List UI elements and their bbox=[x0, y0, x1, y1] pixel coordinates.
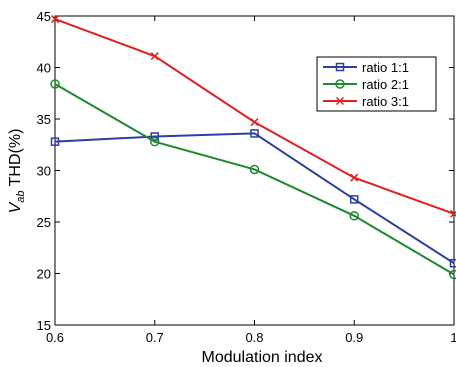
legend: ratio 1:1 ratio 2:1 ratio 3:1 bbox=[316, 56, 437, 112]
data-point bbox=[250, 118, 259, 127]
x-tick-label: 0.7 bbox=[146, 330, 164, 345]
y-axis-label: Vab THD(%) bbox=[7, 129, 27, 214]
y-tick-label: 20 bbox=[37, 267, 51, 282]
x-tick-label: 1 bbox=[450, 330, 456, 345]
data-point bbox=[50, 79, 60, 89]
x-tick-label: 0.6 bbox=[46, 330, 64, 345]
legend-item: ratio 2:1 bbox=[323, 77, 409, 92]
data-point bbox=[249, 164, 260, 175]
y-tick-label: 45 bbox=[37, 9, 51, 24]
legend-item: ratio 1:1 bbox=[323, 60, 409, 75]
y-tick-label: 35 bbox=[37, 112, 51, 127]
y-tick-label: 40 bbox=[37, 61, 51, 76]
legend-marker bbox=[335, 96, 345, 106]
data-point bbox=[449, 258, 456, 268]
legend-label: ratio 2:1 bbox=[362, 77, 409, 92]
series-line bbox=[54, 83, 455, 276]
data-point bbox=[150, 132, 159, 141]
y-axis-label-rest: THD(%) bbox=[7, 129, 24, 191]
legend-item: ratio 3:1 bbox=[323, 94, 409, 109]
x-axis-label: Modulation index bbox=[202, 349, 323, 366]
legend-marker bbox=[335, 62, 345, 72]
x-tick-label: 0.9 bbox=[345, 330, 363, 345]
data-point bbox=[150, 136, 160, 147]
y-tick-label: 25 bbox=[37, 215, 51, 230]
data-point bbox=[449, 209, 456, 218]
series-ratio-2-1 bbox=[50, 79, 456, 280]
legend-marker bbox=[335, 79, 345, 89]
data-point bbox=[350, 173, 359, 182]
y-axis-label-main: V bbox=[7, 201, 24, 213]
data-point bbox=[50, 137, 60, 146]
series-ratio-1-1 bbox=[50, 129, 456, 268]
y-axis-label-sub: ab bbox=[15, 191, 27, 203]
data-point bbox=[250, 129, 259, 138]
data-point bbox=[350, 195, 359, 204]
axis-ticks: 0.6 0.7 0.8 0.9 1 15 20 25 30 35 40 45 bbox=[37, 9, 456, 345]
y-tick-label: 15 bbox=[37, 318, 51, 333]
legend-label: ratio 1:1 bbox=[362, 60, 409, 75]
data-point bbox=[50, 15, 60, 24]
y-tick-label: 30 bbox=[37, 164, 51, 179]
x-tick-label: 0.8 bbox=[245, 330, 263, 345]
data-point bbox=[449, 269, 456, 280]
legend-label: ratio 3:1 bbox=[362, 94, 409, 109]
series-ratio-3-1 bbox=[50, 15, 456, 218]
series-line bbox=[54, 132, 455, 265]
data-point bbox=[150, 52, 159, 61]
data-point bbox=[349, 211, 359, 221]
series-group bbox=[50, 15, 456, 280]
